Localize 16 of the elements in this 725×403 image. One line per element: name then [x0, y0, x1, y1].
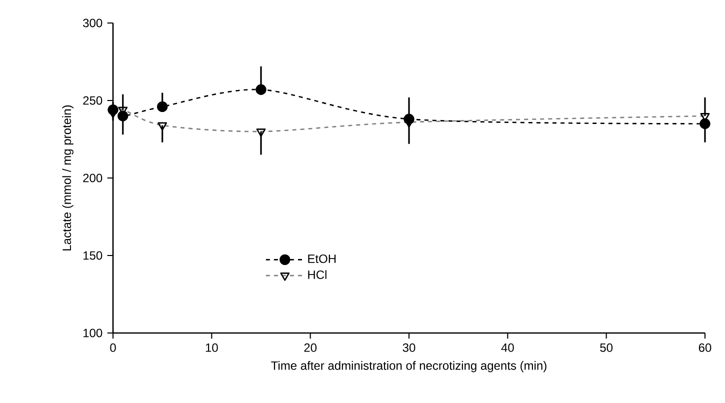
- x-axis-title: Time after administration of necrotizing agents (min): [271, 361, 546, 372]
- y-tick-label: 200: [83, 174, 102, 182]
- y-tick-label: 150: [84, 251, 102, 260]
- y-tick-label: 100: [84, 328, 102, 338]
- y-tick-label: 300: [83, 18, 102, 28]
- y-tick-label: 250: [83, 96, 102, 105]
- x-tick-label: 60: [698, 343, 712, 352]
- x-tick-label: 50: [600, 343, 613, 352]
- x-tick-label: 30: [402, 343, 416, 352]
- x-tick-label: 0: [110, 343, 116, 352]
- legend-label: HCl: [308, 270, 326, 280]
- x-tick-label: 40: [501, 343, 514, 352]
- x-tick-label: 20: [304, 343, 317, 352]
- y-axis-title: Lactate (mmol / mg protein): [62, 105, 74, 250]
- x-tick-label: 10: [206, 343, 218, 352]
- legend-label: EtOH: [308, 254, 336, 263]
